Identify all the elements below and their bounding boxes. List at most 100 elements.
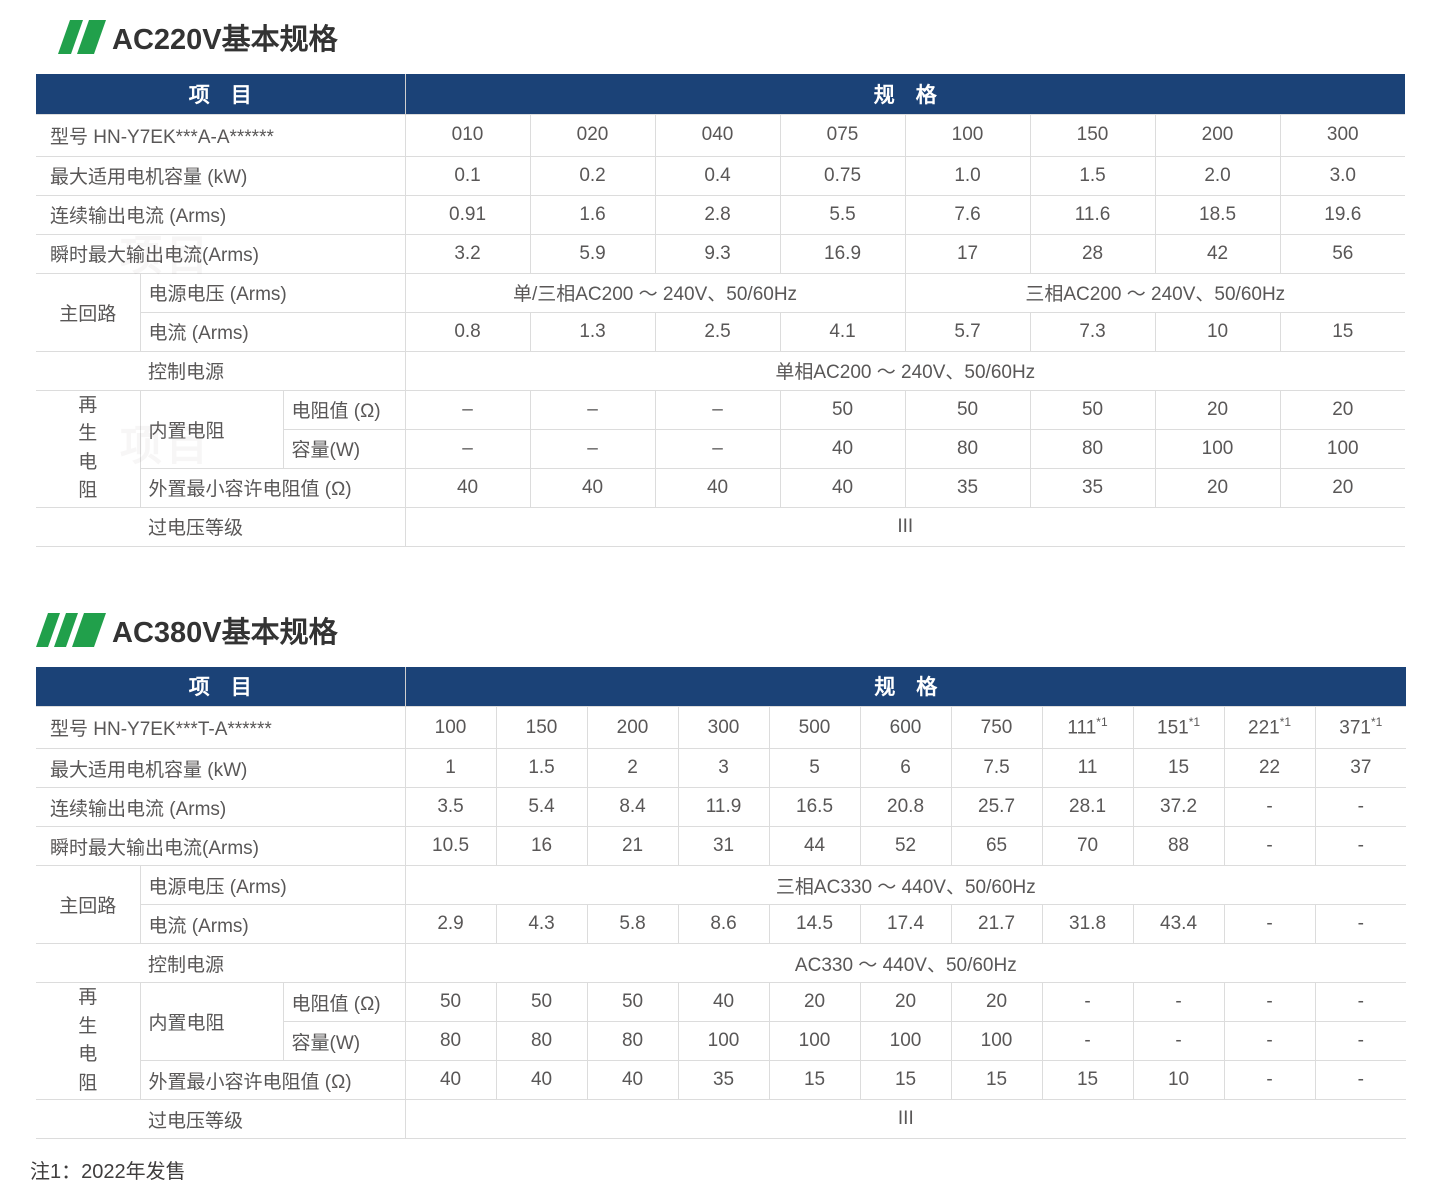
value-cell: 50 [495,982,588,1022]
value-cell: 2.9 [404,904,497,944]
value-cell: 80 [1029,428,1156,469]
section-ac220v: AC220V基本规格 项 目 规 格 型号 HN-Y7EK***A-A*****… [36,16,1440,547]
value-cell: - [1314,787,1407,827]
control-power-value: AC330 ～ 440V、50/60Hz [404,943,1407,983]
value-cell: 25.7 [950,787,1043,827]
value-cell: 20 [1154,389,1281,430]
value-cell: 15 [1279,311,1406,352]
value-cell: 11.9 [677,787,770,827]
row-ext-min-resistance: 外置最小容许电阻值 (Ω) 40 40 40 40 35 35 20 20 [36,467,1406,508]
row-label: 连续输出电流 (Arms) [36,787,406,827]
footnote-ref: *1 [1188,715,1201,730]
value-cell: 3 [677,748,770,788]
row-model: 型号 HN-Y7EK***A-A****** 010 020 040 075 100 15… [36,113,1406,157]
value-cell: 5.9 [529,233,656,274]
group-label-regen-resistor: 再生电阻 [36,389,141,508]
page-title: AC380V基本规格 [112,616,338,649]
page-title: AC220V基本规格 [112,24,338,56]
value-cell: - [1132,1021,1225,1061]
model-cell: 150 [495,706,588,749]
value-cell: 4.3 [495,904,588,944]
row-label: 最大适用电机容量 (kW) [36,748,406,788]
value-cell: 17.4 [859,904,952,944]
value-cell: 4.1 [779,311,906,352]
model-cell: 200 [586,706,679,749]
row-supply-current: 电流 (Arms) 2.9 4.3 5.8 8.6 14.5 17.4 21.7 31.8 43… [36,904,1407,944]
value-cell: 21.7 [950,904,1043,944]
footnote-ref: *1 [1371,715,1383,730]
value-cell: 5 [768,748,861,788]
value-cell: – [529,428,656,469]
value-cell: 3.5 [404,787,497,827]
value-cell: - [1223,1060,1316,1100]
value-cell: 100 [768,1021,861,1061]
value-cell: 3.0 [1279,155,1406,196]
group-label-main-circuit: 主回路 [36,865,141,944]
row-label: 过电压等级 [36,1099,406,1139]
voltage-span-cell: 三相AC200 ～ 240V、50/60Hz [904,272,1406,313]
value-cell: 2.0 [1154,155,1281,196]
row-label: 外置最小容许电阻值 (Ω) [140,467,406,508]
row-label: 电流 (Arms) [140,311,406,352]
voltage-span-cell: 单/三相AC200 ～ 240V、50/60Hz [404,272,906,313]
value-cell: 1 [404,748,497,788]
value-cell: 15 [950,1060,1043,1100]
model-cell: 111*1 [1041,706,1134,749]
row-control-power: 控制电源 AC330 ～ 440V、50/60Hz [36,943,1407,983]
value-cell: - [1223,904,1316,944]
ac380v-spec-table: 项 目 规 格 型号 HN-Y7EK***T-A****** 100 150 200… [36,666,1407,1139]
group-label-main-circuit: 主回路 [36,272,141,352]
footnote: 注1：2022年发售 [30,1161,186,1183]
model-cell: 010 [404,113,531,157]
value-cell: 42 [1154,233,1281,274]
row-peak-current: 瞬时最大输出电流(Arms) 3.2 5.9 9.3 16.9 17 28 42 56 [36,233,1406,274]
value-cell: 44 [768,826,861,866]
row-capacity-w: 容量(W) 80 80 80 100 100 100 100- - - - [36,1021,1407,1061]
value-cell: 8.4 [586,787,679,827]
value-cell: 18.5 [1154,194,1281,235]
value-cell: 15 [768,1060,861,1100]
value-cell: 100 [1279,428,1406,469]
value-cell: 1.6 [529,194,656,235]
value-cell: - [1314,904,1407,944]
value-cell: 1.5 [495,748,588,788]
value-cell: 0.75 [779,155,906,196]
value-cell: 20 [950,982,1043,1022]
value-cell: 10.5 [404,826,497,866]
value-cell: 2 [586,748,679,788]
value-cell: 88 [1132,826,1225,866]
value-cell: 3.2 [404,233,531,274]
model-cell: 300 [677,706,770,749]
value-cell: 9.3 [654,233,781,274]
model-cell: 100 [904,113,1031,157]
group-label-builtin-resistor: 内置电阻 [139,982,284,1061]
row-label: 型号 HN-Y7EK***T-A****** [36,706,406,749]
value-cell: 65 [950,826,1043,866]
row-resistance: 再生电阻 内置电阻 电阻值 (Ω) – – –50 50 50 20 20 [36,389,1406,508]
row-label: 连续输出电流 (Arms) [36,194,406,235]
row-label: 瞬时最大输出电流(Arms) [36,826,406,866]
value-cell: 50 [904,389,1031,430]
row-label: 电源电压 (Arms) [139,272,406,313]
row-overvoltage: 过电压等级 III [36,1099,1407,1139]
regen-label-text: 再生电阻 [78,987,98,1094]
value-cell: 43.4 [1132,904,1225,944]
value-cell: 5.7 [904,311,1031,352]
model-cell: 151*1 [1132,706,1225,749]
row-motor-capacity: 最大适用电机容量 (kW) 0.1 0.2 0.4 0.75 1.0 1.5 2.0 3.0 [36,155,1406,196]
value-cell: 80 [404,1021,497,1061]
table-header-row: 项 目 规 格 [36,74,1406,114]
value-cell: 11.6 [1029,194,1156,235]
value-cell: 70 [1041,826,1134,866]
value-cell: 37 [1314,748,1407,788]
value-cell: 10 [1154,311,1281,352]
row-continuous-current: 连续输出电流 (Arms) 0.91 1.6 2.8 5.5 7.6 11.6 18.5 19… [36,194,1406,235]
value-cell: – [404,389,531,430]
value-cell: 10 [1132,1060,1225,1100]
value-cell: 5.5 [779,194,906,235]
value-cell: 100 [1154,428,1281,469]
value-cell: 0.2 [529,155,656,196]
header-item-cell: 项 目 [36,666,406,707]
value-cell: 20.8 [859,787,952,827]
table-header-row: 项 目 规 格 [36,666,1407,707]
